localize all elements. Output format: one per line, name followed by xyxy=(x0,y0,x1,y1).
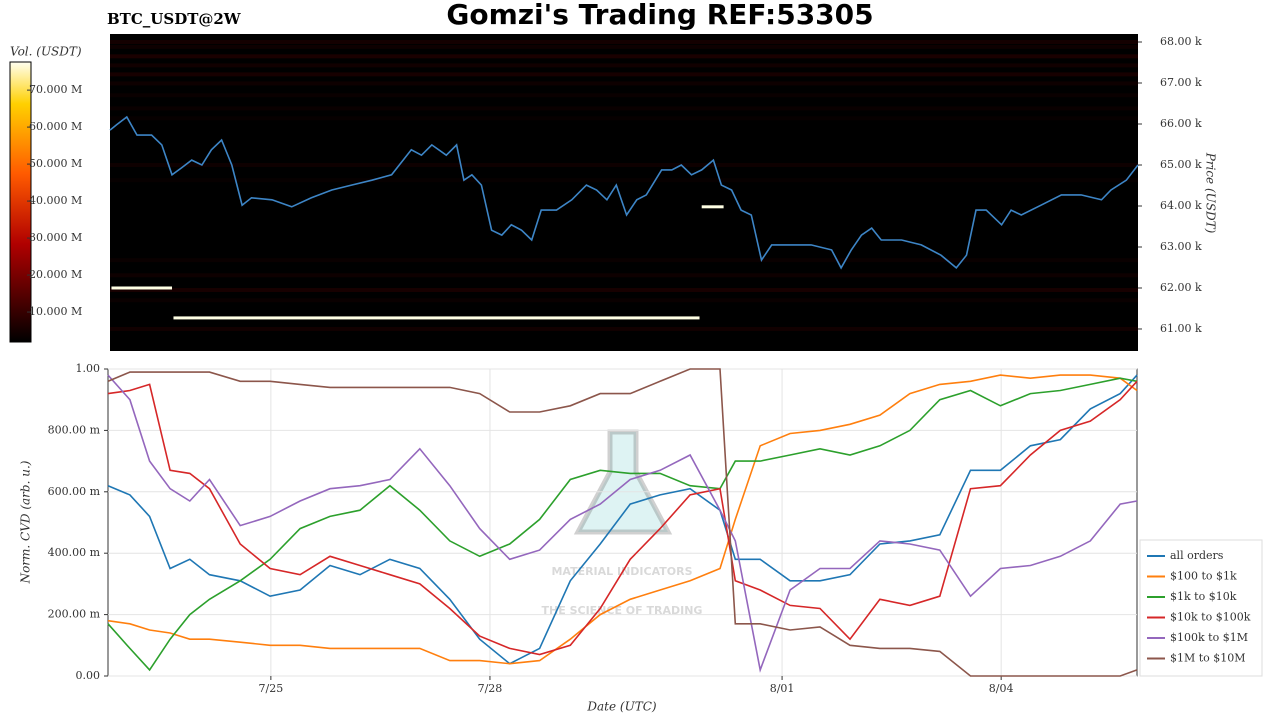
liquidity-band xyxy=(110,93,1138,98)
price-line xyxy=(109,115,1139,270)
liquidity-band xyxy=(110,72,1138,77)
liquidity-band xyxy=(110,298,1138,303)
y-tick-label: 61.00 k xyxy=(1160,322,1202,335)
legend-label: $1M to $10M xyxy=(1170,652,1246,665)
y-tick-label: 68.00 k xyxy=(1160,35,1202,48)
liquidity-band xyxy=(110,63,1138,68)
liquidity-band xyxy=(110,178,1138,183)
plot-area xyxy=(107,368,1138,677)
colorbar-label: Vol. (USDT) xyxy=(10,45,82,59)
order-wall xyxy=(111,286,173,290)
liquidity-band xyxy=(110,106,1138,111)
liquidity-band xyxy=(110,44,1138,49)
liquidity-band xyxy=(110,288,1138,293)
colorbar-tick-label: 20.000 M xyxy=(29,268,82,281)
y-tick-label: 400.00 m xyxy=(48,546,101,559)
y-tick-label: 65.00 k xyxy=(1160,158,1202,171)
symbol: BTC_USDT@2W xyxy=(107,10,242,28)
x-tick-label: 8/04 xyxy=(989,682,1014,695)
legend-label: $1k to $10k xyxy=(1170,590,1237,603)
y-tick-label: 64.00 k xyxy=(1160,199,1202,212)
x-tick-label: 7/28 xyxy=(478,682,503,695)
y-tick-label: 600.00 m xyxy=(48,485,101,498)
x-axis-label: Date (UTC) xyxy=(586,700,656,714)
y-tick-label: 67.00 k xyxy=(1160,76,1202,89)
y-tick-label: 0.00 xyxy=(76,669,101,682)
heatmap-bg xyxy=(110,34,1138,351)
liquidity-band xyxy=(110,81,1138,86)
y-tick-label: 200.00 m xyxy=(48,608,101,621)
cvd-line xyxy=(107,377,1138,672)
x-tick-label: 8/01 xyxy=(770,682,795,695)
liquidity-band xyxy=(110,326,1138,331)
liquidity-band xyxy=(110,258,1138,263)
legend-label: $100k to $1M xyxy=(1170,631,1248,644)
watermark: THE SCIENCE OF TRADING xyxy=(542,604,703,617)
y-tick-label: 1.00 xyxy=(76,362,101,375)
y-tick-label: 62.00 k xyxy=(1160,281,1202,294)
colorbar-tick-label: 40.000 M xyxy=(29,194,82,207)
colorbar-tick-label: 50.000 M xyxy=(29,157,82,170)
cvd-line xyxy=(107,374,1138,665)
colorbar xyxy=(9,61,32,343)
order-wall xyxy=(173,316,700,320)
y-axis-label: Norm. CVD (arb. u.) xyxy=(19,460,33,584)
y-tick-label: 63.00 k xyxy=(1160,240,1202,253)
legend xyxy=(1139,539,1263,677)
cvd-line xyxy=(107,368,1138,677)
y-tick-label: 66.00 k xyxy=(1160,117,1202,130)
order-wall xyxy=(701,205,724,209)
colorbar-tick-label: 70.000 M xyxy=(29,83,82,96)
colorbar-tick-label: 10.000 M xyxy=(29,305,82,318)
legend-label: $10k to $100k xyxy=(1170,611,1251,624)
liquidity-band xyxy=(110,116,1138,121)
y-tick-label: 800.00 m xyxy=(48,423,101,436)
legend-label: $100 to $1k xyxy=(1170,570,1237,583)
cvd-line xyxy=(107,374,1138,673)
legend-label: all orders xyxy=(1170,549,1224,562)
y-axis-label: Price (USDT) xyxy=(1204,152,1218,234)
chart-title: Gomzi's Trading REF:53305 xyxy=(446,0,873,31)
colorbar-tick-label: 60.000 M xyxy=(29,120,82,133)
liquidity-band xyxy=(110,162,1138,167)
liquidity-band xyxy=(110,39,1138,44)
liquidity-band xyxy=(110,54,1138,59)
x-tick-label: 7/25 xyxy=(259,682,284,695)
colorbar-tick-label: 30.000 M xyxy=(29,231,82,244)
cvd-line xyxy=(107,380,1138,656)
liquidity-band xyxy=(110,273,1138,278)
cvd-line xyxy=(107,374,1138,665)
